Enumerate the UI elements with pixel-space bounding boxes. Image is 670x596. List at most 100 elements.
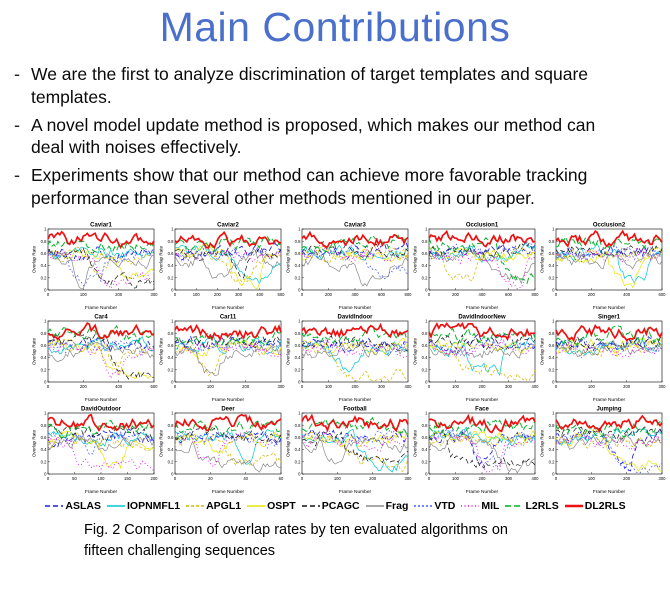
plot-svg-occlusion2: Occlusion2 Overlap Rate Frame Number 0 0.2 0.… <box>540 222 667 311</box>
plot-xlabel: Frame Number <box>466 489 499 495</box>
plot-svg-football: Football Overlap Rate Frame Number 0 0.2 0.4 0… <box>286 406 413 495</box>
legend-line-aslas <box>45 504 64 507</box>
plot-svg-face: Face Overlap Rate Frame Number 0 0.2 0.4 0.6 0.… <box>413 406 540 495</box>
legend-line-vtd <box>414 504 433 507</box>
legend-item-iopnmfl1: IOPNMFL1 <box>106 500 180 512</box>
svg-text:1: 1 <box>425 318 428 323</box>
svg-text:0.2: 0.2 <box>41 275 47 280</box>
legend-item-vtd: VTD <box>413 500 455 512</box>
legend-line-pcagc <box>301 504 320 507</box>
svg-text:1: 1 <box>44 318 47 323</box>
plot-caviar2: Caviar2 Overlap Rate Frame Number 0 0.2 0.4 0.… <box>158 220 286 312</box>
svg-text:300: 300 <box>505 476 513 481</box>
svg-text:200: 200 <box>80 384 88 389</box>
svg-text:0: 0 <box>47 476 50 481</box>
svg-text:0: 0 <box>174 384 177 389</box>
svg-text:0: 0 <box>171 287 174 292</box>
legend-label-iopnmfl1: IOPNMFL1 <box>127 499 181 512</box>
plot-davidoutdoor: DavidOutdoor Overlap Rate Frame Number 0 0.2… <box>31 404 159 496</box>
plot-title: Jumping <box>597 406 622 412</box>
svg-text:0.2: 0.2 <box>549 459 555 464</box>
legend-line-mil <box>461 504 480 507</box>
bullet-list: - We are the first to analyze discrimina… <box>14 63 660 210</box>
legend-label-frag: Frag <box>385 499 409 512</box>
svg-text:0.8: 0.8 <box>41 330 47 335</box>
svg-text:0.8: 0.8 <box>168 238 174 243</box>
plot-ylabel: Overlap Rate <box>286 337 291 365</box>
svg-text:100: 100 <box>207 384 215 389</box>
svg-text:300: 300 <box>659 384 667 389</box>
plot-ylabel: Overlap Rate <box>413 429 418 457</box>
svg-text:0: 0 <box>298 287 301 292</box>
svg-text:0.4: 0.4 <box>422 447 428 452</box>
svg-text:400: 400 <box>532 476 540 481</box>
svg-text:1: 1 <box>171 410 174 415</box>
svg-text:0.2: 0.2 <box>295 459 301 464</box>
svg-text:0.2: 0.2 <box>422 367 428 372</box>
svg-text:0.2: 0.2 <box>549 367 555 372</box>
legend-line-dl2rls <box>564 504 583 507</box>
plot-title: Occlusion2 <box>593 222 626 228</box>
svg-text:200: 200 <box>452 292 460 297</box>
bullet-marker: - <box>14 64 20 84</box>
svg-text:0.2: 0.2 <box>422 459 428 464</box>
svg-text:100: 100 <box>588 476 596 481</box>
legend-label-pcagc: PCAGC <box>321 499 360 512</box>
svg-text:0: 0 <box>552 379 555 384</box>
plot-xlabel: Frame Number <box>85 489 118 495</box>
plot-xlabel: Frame Number <box>339 397 372 403</box>
svg-text:0.2: 0.2 <box>549 275 555 280</box>
legend-item-mil: MIL <box>460 500 499 512</box>
svg-text:0: 0 <box>44 379 47 384</box>
svg-text:100: 100 <box>80 292 88 297</box>
svg-text:0.2: 0.2 <box>168 367 174 372</box>
plot-svg-car11: Car11 Overlap Rate Frame Number 0 0.2 0.4 0.6 0… <box>159 314 286 403</box>
svg-text:0: 0 <box>428 384 431 389</box>
svg-text:400: 400 <box>115 384 123 389</box>
bullet-item: - A novel model update method is propose… <box>14 114 660 160</box>
svg-text:800: 800 <box>532 292 540 297</box>
svg-text:0: 0 <box>425 379 428 384</box>
svg-text:0.6: 0.6 <box>295 435 301 440</box>
plot-ylabel: Overlap Rate <box>32 337 37 365</box>
svg-text:0: 0 <box>298 471 301 476</box>
svg-text:0.4: 0.4 <box>41 447 47 452</box>
svg-text:0.2: 0.2 <box>41 459 47 464</box>
legend-label-mil: MIL <box>481 499 500 512</box>
plot-title: Face <box>475 406 489 412</box>
svg-text:0.6: 0.6 <box>168 251 174 256</box>
plot-ylabel: Overlap Rate <box>540 245 545 273</box>
svg-text:200: 200 <box>479 384 487 389</box>
svg-text:0.6: 0.6 <box>168 435 174 440</box>
plot-xlabel: Frame Number <box>593 489 626 495</box>
svg-text:200: 200 <box>151 476 159 481</box>
svg-text:0.6: 0.6 <box>41 251 47 256</box>
svg-text:1: 1 <box>298 226 301 231</box>
svg-text:0.8: 0.8 <box>549 238 555 243</box>
svg-text:1: 1 <box>425 410 428 415</box>
svg-text:1: 1 <box>298 318 301 323</box>
legend-label-aslas: ASLAS <box>65 499 101 512</box>
plot-ylabel: Overlap Rate <box>286 245 291 273</box>
svg-text:0: 0 <box>552 287 555 292</box>
svg-text:0.2: 0.2 <box>295 275 301 280</box>
svg-text:200: 200 <box>588 292 596 297</box>
svg-text:0.6: 0.6 <box>549 343 555 348</box>
plot-xlabel: Frame Number <box>466 397 499 403</box>
plot-title: DavidIndoor <box>337 314 373 320</box>
legend-item-ospt: OSPT <box>246 500 296 512</box>
svg-text:400: 400 <box>256 292 264 297</box>
svg-text:300: 300 <box>659 476 667 481</box>
svg-text:0: 0 <box>425 287 428 292</box>
svg-text:0: 0 <box>171 471 174 476</box>
svg-text:0.2: 0.2 <box>168 275 174 280</box>
legend-item-dl2rls: DL2RLS <box>564 500 626 512</box>
svg-text:150: 150 <box>124 476 132 481</box>
svg-text:800: 800 <box>405 292 413 297</box>
svg-text:0: 0 <box>301 292 304 297</box>
svg-text:0.6: 0.6 <box>295 251 301 256</box>
bullet-text: Experiments show that our method can ach… <box>31 165 588 208</box>
plot-xlabel: Frame Number <box>593 397 626 403</box>
svg-text:0: 0 <box>301 476 304 481</box>
